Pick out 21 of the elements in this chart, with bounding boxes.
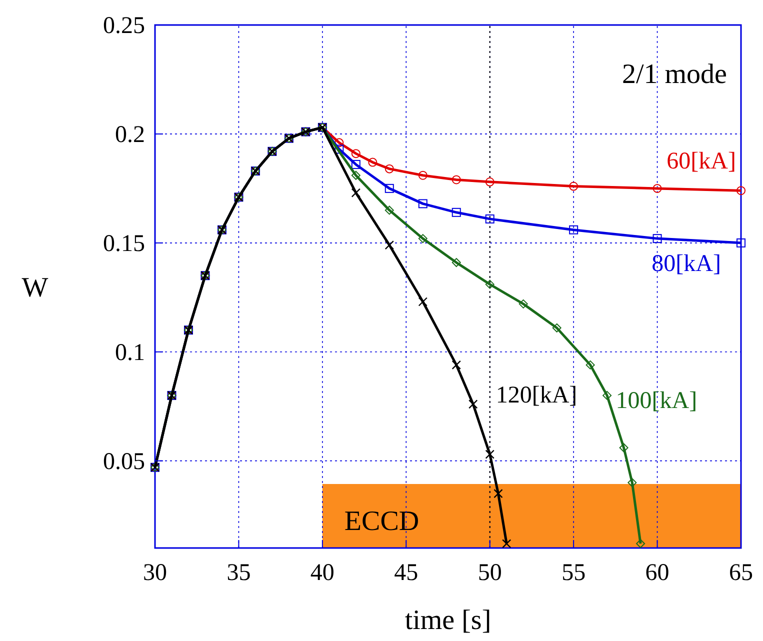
series-label: 80[kA] xyxy=(652,250,721,277)
series-label: 100[kA] xyxy=(616,388,698,414)
y-tick-label: 0.25 xyxy=(103,13,145,39)
x-tick-label: 55 xyxy=(562,560,586,586)
y-axis-title: W xyxy=(22,272,49,304)
y-tick-label: 0.1 xyxy=(115,340,145,366)
series-label: 60[kA] xyxy=(666,148,736,175)
x-tick-label: 40 xyxy=(310,560,334,586)
x-tick-label: 45 xyxy=(394,560,418,586)
annotation: 2/1 mode xyxy=(622,59,727,90)
band-label: ECCD xyxy=(344,506,420,537)
x-tick-label: 35 xyxy=(226,560,251,586)
x-tick-label: 65 xyxy=(729,560,753,586)
x-tick-label: 30 xyxy=(143,560,167,586)
y-tick-label: 0.2 xyxy=(115,122,145,148)
y-tick-label: 0.15 xyxy=(103,230,145,257)
series-label: 120[kA] xyxy=(496,382,578,408)
x-tick-label: 60 xyxy=(645,560,670,586)
x-axis-title: time [s] xyxy=(404,605,492,636)
x-tick-label: 50 xyxy=(478,560,502,586)
y-tick-label: 0.05 xyxy=(103,448,145,475)
